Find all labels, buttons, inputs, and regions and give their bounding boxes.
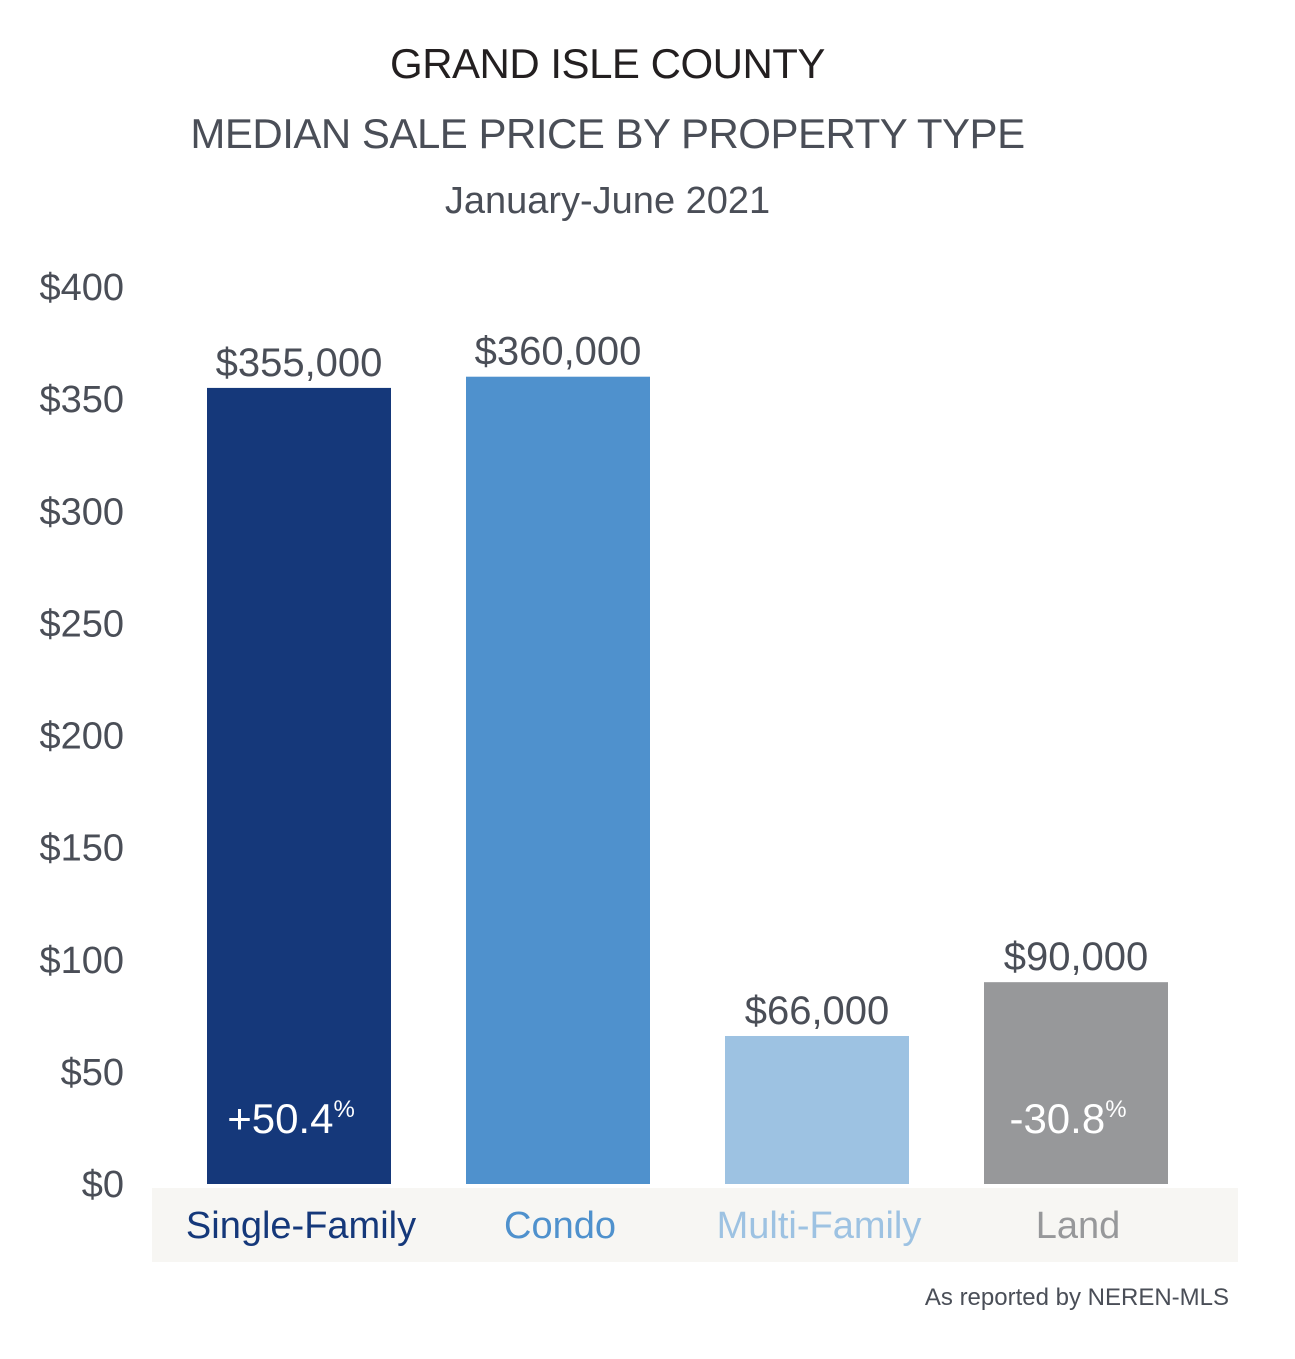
bar-value-label: $360,000 bbox=[475, 330, 642, 374]
category-label: Single-Family bbox=[186, 1205, 416, 1247]
y-tick-label: $250 bbox=[39, 603, 124, 645]
bars: $355,000 +50.4% $360,000 $66,000 $90,000 -30.… bbox=[207, 330, 1168, 1185]
chart-subtitle: MEDIAN SALE PRICE BY PROPERTY TYPE bbox=[190, 110, 1025, 157]
bar-condo bbox=[466, 376, 650, 1184]
source-note: As reported by NEREN-MLS bbox=[924, 1284, 1229, 1311]
bar-value-label: $90,000 bbox=[1004, 935, 1149, 979]
category-labels: Single-Family Condo Multi-Family Land bbox=[186, 1205, 1120, 1247]
change-label: -30.8% bbox=[1009, 1095, 1126, 1142]
category-label: Land bbox=[1036, 1205, 1121, 1247]
y-tick-label: $150 bbox=[39, 828, 124, 870]
category-label: Condo bbox=[504, 1205, 616, 1247]
y-tick-label: $0 bbox=[82, 1164, 124, 1206]
y-tick-label: $400 bbox=[39, 267, 124, 309]
chart-period: January-June 2021 bbox=[444, 180, 771, 222]
y-axis: $0 $50 $100 $150 $200 $250 $300 $350 $400 bbox=[39, 267, 124, 1206]
bar-land bbox=[984, 982, 1168, 1184]
category-label: Multi-Family bbox=[717, 1205, 922, 1247]
category-band bbox=[152, 1188, 1238, 1262]
y-tick-label: $50 bbox=[61, 1052, 124, 1094]
change-label: +50.4% bbox=[227, 1095, 355, 1142]
chart-title: GRAND ISLE COUNTY bbox=[390, 40, 825, 87]
y-tick-label: $300 bbox=[39, 491, 124, 533]
y-tick-label: $200 bbox=[39, 716, 124, 758]
bar-multi-family bbox=[725, 1035, 909, 1184]
bar-value-label: $66,000 bbox=[745, 989, 890, 1033]
y-tick-label: $100 bbox=[39, 940, 124, 982]
bar-single-family bbox=[207, 387, 391, 1185]
y-tick-label: $350 bbox=[39, 379, 124, 421]
bar-value-label: $355,000 bbox=[216, 341, 383, 385]
